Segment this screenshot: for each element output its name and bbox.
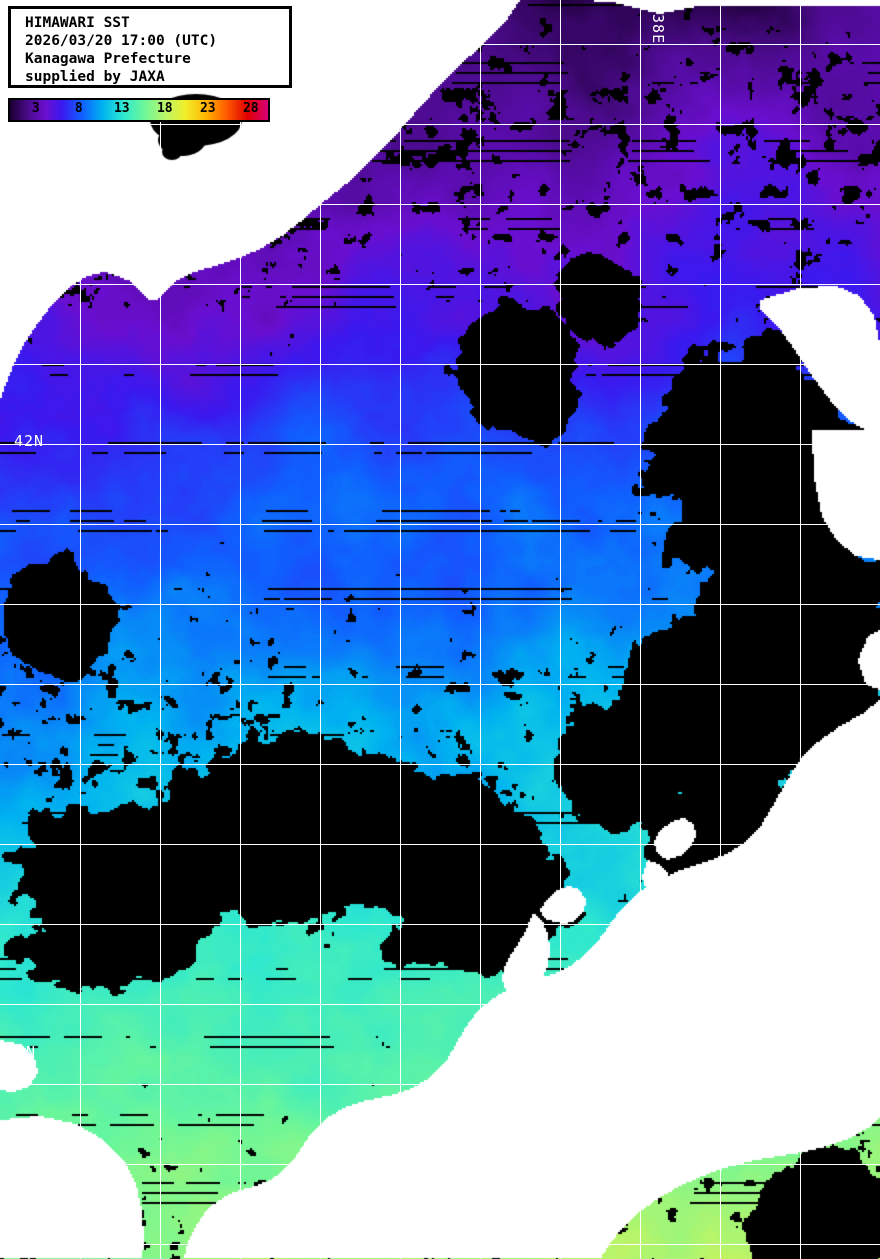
latitude-label: 36N [6,1043,37,1061]
latitude-label: 42N [14,432,45,450]
colorbar-tick: 13 [113,101,130,116]
product-credit: supplied by JAXA [25,69,165,85]
longitude-label: 138E [649,4,667,45]
colorbar-tick: 18 [156,101,173,116]
product-region: Kanagawa Prefecture [25,51,191,67]
colorbar-tick: 8 [74,101,83,116]
colorbar-gradient [10,100,268,120]
colorbar [8,98,270,122]
colorbar-tick: 3 [31,101,40,116]
product-title: HIMAWARI SST [25,15,130,31]
colorbar-tick: 23 [199,101,216,116]
title-card: HIMAWARI SST 2026/03/20 17:00 (UTC) Kana… [8,6,292,88]
colorbar-tick: 28 [242,101,259,116]
product-timestamp: 2026/03/20 17:00 (UTC) [25,33,218,49]
